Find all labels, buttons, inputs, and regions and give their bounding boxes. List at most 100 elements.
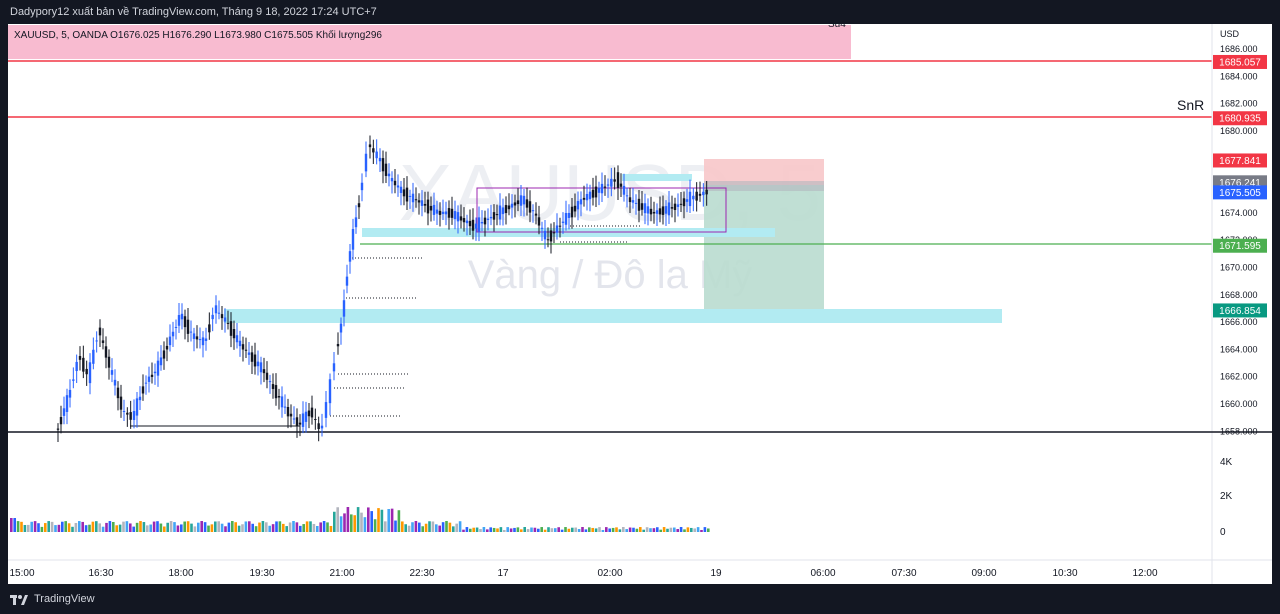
candle-body: [510, 203, 514, 208]
candle-body: [679, 203, 683, 205]
symbol-legend: XAUUSD, 5, OANDA O1676.025 H1676.290 L16…: [14, 30, 382, 41]
price-tick-label: 1686.000: [1220, 44, 1258, 54]
volume-bar: [404, 524, 407, 532]
volume-bar: [618, 529, 622, 532]
candle-body: [471, 219, 475, 231]
candle-body: [634, 202, 638, 204]
candle-body: [262, 369, 266, 374]
price-axis[interactable]: USD1686.0001684.0001682.0001680.0001678.…: [1220, 29, 1258, 538]
candle-body: [244, 349, 248, 351]
candle-body: [59, 417, 63, 425]
price-tick-label: 1668.000: [1220, 290, 1258, 300]
candle-body: [217, 312, 221, 314]
volume-tick-label: 0: [1220, 527, 1226, 538]
candle-body: [543, 230, 547, 240]
price-badge-label: 1680.935: [1219, 114, 1261, 125]
candle-body: [588, 191, 592, 200]
volume-bar: [584, 529, 588, 532]
candle-body: [420, 200, 424, 206]
candle-body: [183, 316, 187, 328]
candle-body: [519, 195, 523, 206]
price-badge-bg: [1213, 111, 1267, 126]
volume-bar: [343, 513, 346, 532]
candle-body: [116, 387, 120, 399]
candle-body: [147, 376, 151, 382]
candle-body: [204, 338, 208, 341]
candle-body: [570, 206, 574, 218]
volume-bar: [339, 516, 343, 532]
candle-body: [214, 305, 218, 314]
candle-body: [253, 354, 257, 367]
volume-bar: [608, 528, 611, 532]
candle-body: [162, 350, 166, 359]
candle-body: [705, 189, 708, 195]
time-tick-label: 22:30: [409, 568, 434, 579]
volume-bar: [309, 521, 312, 532]
volume-bar: [564, 527, 567, 532]
volume-bar: [560, 529, 564, 532]
candle-body: [208, 324, 211, 333]
candle-body: [357, 203, 361, 208]
volume-bar: [387, 509, 390, 532]
volume-bar: [115, 525, 118, 532]
volume-bar: [394, 520, 397, 532]
volume-bar: [543, 529, 547, 532]
candle-body: [72, 379, 75, 381]
volume-bar: [166, 522, 169, 532]
candle-body: [180, 313, 184, 320]
time-axis[interactable]: 15:00 16:30 18:00 19:30 21:00 22:30 17 02:00 19 0…: [9, 568, 1157, 579]
volume-bar: [707, 528, 710, 532]
candle-body: [364, 153, 368, 172]
volume-bar: [224, 526, 227, 532]
volume-bar: [346, 507, 350, 532]
candle-body: [320, 425, 324, 429]
candle-body: [129, 412, 132, 420]
candle-body: [685, 199, 689, 202]
candle-body: [247, 352, 251, 355]
candle-body: [477, 217, 481, 232]
candle-body: [168, 336, 172, 346]
volume-bar: [84, 525, 88, 532]
volume-bar: [292, 521, 295, 532]
volume-bar: [278, 521, 282, 532]
candle-body: [78, 356, 82, 360]
volume-bar: [577, 529, 581, 532]
candle-body: [640, 203, 644, 210]
candle-body: [585, 193, 589, 201]
candle-body: [501, 207, 505, 215]
volume-bar: [526, 529, 530, 532]
volume-bar: [30, 521, 33, 532]
demand-zone-upper: [622, 174, 692, 181]
candle-body: [435, 209, 439, 214]
volume-bar: [479, 529, 482, 532]
take-profit-zone: [704, 185, 824, 311]
volume-bar: [445, 521, 448, 532]
volume-bar: [61, 521, 64, 532]
volume-bar: [67, 523, 71, 532]
volume-bar: [540, 527, 543, 532]
candle-body: [600, 183, 604, 194]
candle-body: [271, 384, 275, 389]
volume-bar: [472, 527, 475, 532]
volume-bar: [537, 528, 540, 532]
candle-body: [552, 232, 556, 234]
volume-bar: [275, 521, 278, 532]
price-badge-label: 1685.057: [1219, 57, 1261, 68]
candle-body: [274, 385, 278, 399]
snr-label: SnR: [1177, 97, 1204, 113]
price-tick-label: 1662.000: [1220, 372, 1258, 382]
volume-bar: [231, 521, 234, 532]
volume-bar: [380, 509, 384, 532]
candle-body: [396, 185, 400, 188]
candle-body: [381, 158, 385, 172]
candle-body: [480, 222, 484, 224]
price-badge-label: 1675.505: [1219, 188, 1261, 199]
tradingview-logo[interactable]: TradingView: [10, 593, 95, 605]
volume-bar: [285, 526, 288, 532]
time-tick-label: 12:00: [1132, 568, 1157, 579]
publish-info: Dadypory12 xuất bản về TradingView.com, …: [10, 6, 377, 18]
candle-body: [698, 193, 702, 196]
volume-bar: [492, 527, 496, 532]
candle-body: [438, 210, 442, 215]
